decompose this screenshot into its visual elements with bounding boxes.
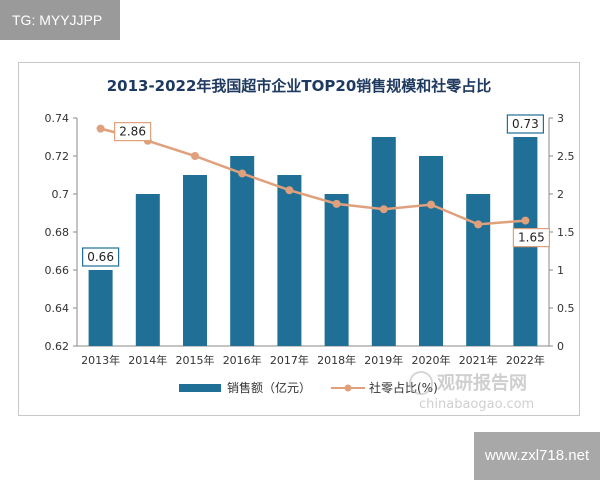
line-point — [238, 169, 247, 178]
y-left-tick-label: 0.66 — [45, 264, 70, 277]
y-left-tick-label: 0.68 — [45, 226, 70, 239]
y-left-tick-label: 0.62 — [45, 340, 70, 353]
bar — [371, 137, 396, 346]
data-label: 2.86 — [119, 125, 146, 139]
line-point — [96, 124, 105, 133]
data-label-box — [512, 228, 550, 248]
y-right-tick-label: 0.5 — [557, 302, 575, 315]
y-right-tick-label: 1 — [557, 264, 564, 277]
data-label-box — [506, 114, 544, 134]
legend-bar-swatch — [179, 384, 221, 392]
x-tick-label: 2021年 — [459, 353, 498, 367]
line-point — [332, 199, 341, 208]
chart-frame: 2013-2022年我国超市企业TOP20销售规模和社零占比 0.62 0.64 0… — [18, 62, 580, 416]
x-tick-label: 2019年 — [364, 353, 403, 367]
y-left-tick-label: 0.64 — [45, 302, 70, 315]
line-point — [427, 200, 435, 209]
x-tick-label: 2014年 — [128, 353, 167, 367]
x-tick-label: 2022年 — [506, 353, 545, 367]
y-right-tick-label: 3 — [557, 112, 564, 125]
line-series — [96, 124, 530, 229]
line-point — [521, 216, 530, 225]
y-left-tick-label: 0.74 — [45, 112, 70, 125]
bar — [324, 194, 349, 346]
data-label-box — [113, 122, 152, 142]
footer-site-badge: www.zxl718.net — [474, 432, 600, 480]
legend: 销售额（亿元） 社零占比(%) — [179, 380, 438, 395]
legend-line-label: 社零占比(%) — [369, 380, 438, 395]
y-right-tick-label: 1.5 — [557, 226, 575, 239]
y-right-ticks: 0 0.5 1 1.5 2 2.5 3 — [549, 112, 575, 353]
chart-title: 2013-2022年我国超市企业TOP20销售规模和社零占比 — [107, 77, 492, 95]
data-label: 0.66 — [87, 250, 114, 264]
y-left-tick-label: 0.7 — [52, 188, 70, 201]
watermark-en: chinabaogao.com — [419, 397, 534, 412]
bar — [277, 175, 302, 346]
x-tick-label: 2016年 — [223, 353, 262, 367]
x-tick-label: 2020年 — [412, 353, 451, 367]
x-tick-label: 2018年 — [317, 353, 356, 367]
watermark: 观研报告网 chinabaogao.com — [409, 371, 534, 412]
y-left-tick-label: 0.72 — [45, 150, 70, 163]
line-point — [474, 220, 483, 229]
y-right-tick-label: 2.5 — [557, 150, 575, 163]
bar — [183, 175, 207, 346]
x-tick-label: 2017年 — [270, 353, 309, 367]
y-left-ticks: 0.62 0.64 0.66 0.68 0.7 0.72 0.74 — [45, 112, 77, 353]
legend-bar-label: 销售额（亿元） — [227, 380, 311, 395]
bar — [230, 156, 255, 346]
watermark-logo-icon — [409, 371, 433, 395]
x-tick-labels: 2013年 2014年 2015年 2016年 2017年 2018年 2019年 2020年… — [81, 353, 545, 367]
bar — [88, 270, 113, 346]
line-point — [285, 186, 294, 195]
data-label: 1.65 — [518, 231, 545, 245]
bar — [135, 194, 160, 346]
series-line — [100, 127, 526, 226]
bar — [419, 156, 443, 346]
y-right-tick-label: 2 — [557, 188, 564, 201]
watermark-cn: 观研报告网 — [437, 372, 527, 394]
tg-badge: TG: MYYJJPP — [0, 0, 120, 40]
y-right-tick-label: 0 — [557, 340, 564, 353]
chart-svg: 2013-2022年我国超市企业TOP20销售规模和社零占比 0.620.640… — [45, 77, 575, 412]
data-labels: 0.66 0.73 2.86 1.65 — [81, 114, 550, 267]
x-tick-label: 2013年 — [81, 353, 120, 367]
bar — [466, 194, 491, 346]
data-label: 0.73 — [512, 117, 539, 131]
line-point — [191, 152, 199, 160]
legend-line-marker — [344, 384, 352, 392]
data-label-box — [81, 247, 120, 267]
line-point — [379, 205, 388, 214]
bar-series — [88, 137, 538, 346]
x-tick-label: 2015年 — [176, 353, 215, 367]
